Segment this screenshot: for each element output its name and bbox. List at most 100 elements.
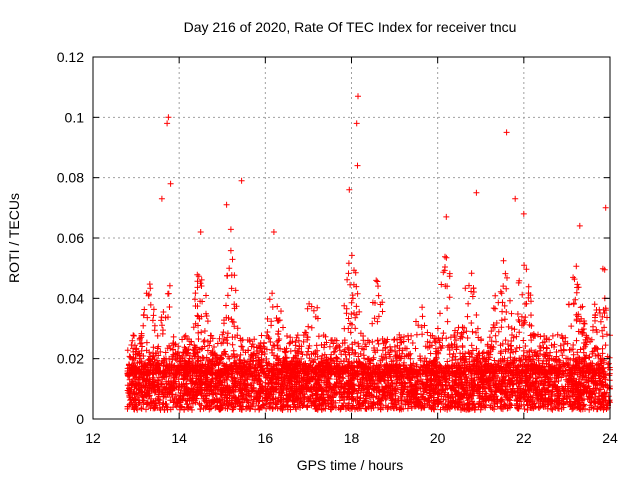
data-point bbox=[220, 401, 227, 408]
data-point bbox=[458, 381, 465, 388]
data-point bbox=[408, 377, 414, 384]
data-point bbox=[220, 329, 227, 336]
data-point bbox=[405, 389, 412, 396]
data-point bbox=[297, 392, 304, 399]
data-point bbox=[526, 321, 533, 328]
data-point bbox=[400, 405, 407, 412]
data-point bbox=[544, 345, 550, 352]
data-point bbox=[535, 381, 542, 388]
data-point bbox=[471, 400, 477, 407]
data-point bbox=[382, 377, 388, 384]
data-point bbox=[151, 389, 158, 396]
data-point bbox=[384, 389, 391, 396]
data-point bbox=[325, 403, 332, 410]
data-point bbox=[382, 344, 389, 351]
data-point bbox=[393, 405, 400, 412]
data-point bbox=[594, 406, 601, 413]
data-point bbox=[424, 376, 431, 383]
data-point bbox=[591, 390, 598, 397]
data-point bbox=[136, 400, 143, 406]
data-point bbox=[209, 391, 216, 398]
data-point bbox=[377, 406, 384, 413]
data-point bbox=[549, 406, 556, 413]
data-point bbox=[178, 381, 185, 388]
data-point bbox=[427, 382, 433, 389]
data-point bbox=[208, 377, 215, 384]
data-point bbox=[171, 385, 178, 392]
data-point bbox=[198, 276, 205, 283]
data-point bbox=[534, 378, 540, 384]
data-point bbox=[548, 393, 554, 399]
data-point bbox=[315, 377, 322, 384]
data-point bbox=[252, 364, 259, 371]
data-point bbox=[430, 388, 437, 395]
data-point bbox=[464, 313, 471, 320]
data-point bbox=[406, 388, 413, 395]
data-point bbox=[294, 379, 301, 386]
data-point bbox=[598, 403, 605, 410]
data-point bbox=[503, 403, 509, 409]
data-point bbox=[585, 393, 592, 400]
data-point bbox=[422, 383, 429, 389]
data-point bbox=[519, 389, 526, 396]
data-point bbox=[459, 385, 466, 392]
data-point bbox=[145, 382, 152, 389]
data-point bbox=[447, 402, 453, 409]
data-point bbox=[226, 392, 233, 399]
data-point bbox=[328, 399, 335, 406]
data-point bbox=[269, 405, 276, 412]
data-point bbox=[449, 382, 456, 389]
data-point bbox=[193, 387, 199, 393]
data-point bbox=[192, 397, 199, 404]
data-point bbox=[264, 385, 271, 392]
data-point bbox=[301, 391, 308, 398]
data-point bbox=[195, 336, 202, 342]
data-point bbox=[428, 394, 435, 400]
data-point bbox=[351, 381, 357, 388]
data-point bbox=[146, 349, 153, 356]
data-point bbox=[377, 301, 384, 308]
data-point bbox=[345, 270, 352, 277]
data-point bbox=[308, 386, 315, 393]
data-point bbox=[308, 357, 315, 364]
data-point bbox=[457, 396, 464, 403]
data-point bbox=[415, 396, 422, 402]
data-point bbox=[357, 394, 364, 401]
data-points bbox=[124, 93, 613, 413]
data-point bbox=[363, 395, 370, 402]
data-point bbox=[298, 356, 305, 362]
data-point bbox=[163, 394, 169, 401]
data-point bbox=[163, 384, 170, 391]
data-point bbox=[344, 389, 351, 396]
data-point bbox=[149, 374, 156, 381]
data-point bbox=[147, 378, 154, 385]
data-point bbox=[486, 374, 493, 381]
data-point bbox=[249, 385, 256, 392]
data-point bbox=[605, 398, 612, 405]
data-point bbox=[374, 278, 381, 285]
data-point bbox=[349, 395, 356, 402]
data-point bbox=[517, 394, 523, 401]
data-point bbox=[198, 384, 205, 391]
data-point bbox=[588, 404, 595, 411]
data-point bbox=[175, 349, 181, 355]
data-point bbox=[322, 405, 329, 412]
data-point bbox=[152, 384, 159, 390]
data-point bbox=[573, 317, 580, 324]
data-point bbox=[353, 303, 360, 310]
data-point bbox=[392, 390, 399, 397]
data-point bbox=[398, 386, 405, 393]
data-point bbox=[434, 396, 441, 403]
data-point bbox=[402, 401, 409, 408]
data-point bbox=[489, 405, 496, 411]
data-point bbox=[490, 378, 497, 384]
data-point bbox=[172, 402, 179, 409]
data-point bbox=[156, 399, 163, 406]
data-point bbox=[469, 293, 476, 300]
data-point bbox=[235, 378, 242, 385]
data-point bbox=[266, 296, 273, 303]
data-point bbox=[492, 332, 499, 339]
data-point bbox=[468, 379, 475, 386]
data-point bbox=[408, 396, 415, 403]
data-point bbox=[177, 404, 184, 411]
